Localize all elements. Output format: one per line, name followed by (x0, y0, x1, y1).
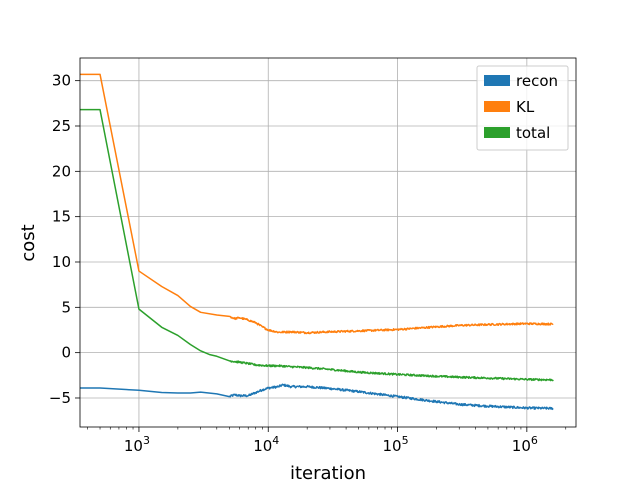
legend-label-KL: KL (516, 98, 535, 116)
y-tick-label: 0 (61, 344, 71, 362)
legend-label-total: total (516, 124, 550, 142)
x-tick-label: 104 (253, 434, 279, 455)
series-lines (80, 73, 554, 411)
y-tick-label: 10 (52, 253, 71, 271)
y-tick-label: 25 (52, 117, 71, 135)
x-tick-label: 103 (124, 434, 150, 455)
legend-swatch-KL (484, 101, 510, 112)
legend-swatch-total (484, 127, 510, 138)
legend-label-recon: recon (516, 72, 558, 90)
y-tick-label: 5 (61, 298, 71, 316)
grid (80, 58, 576, 427)
x-tick-label: 105 (382, 434, 408, 455)
x-axis-label: iteration (290, 463, 366, 480)
y-tick-label: 20 (52, 162, 71, 180)
series-line-recon (80, 383, 554, 411)
x-axis-ticks: 103 104 105 106 (87, 427, 567, 455)
legend-swatch-recon (484, 75, 510, 86)
y-tick-label: 15 (52, 208, 71, 226)
plot-frame (79, 57, 577, 428)
y-axis-label: cost (18, 224, 39, 261)
y-tick-label: 30 (52, 72, 71, 90)
y-axis-ticks: 30 25 20 15 10 5 0 −5 (49, 72, 80, 407)
series-line-KL (80, 73, 554, 335)
legend: recon KL total (476, 65, 569, 151)
x-tick-label: 106 (512, 434, 538, 455)
series-line-total (80, 108, 554, 382)
y-tick-label: −5 (49, 389, 71, 407)
